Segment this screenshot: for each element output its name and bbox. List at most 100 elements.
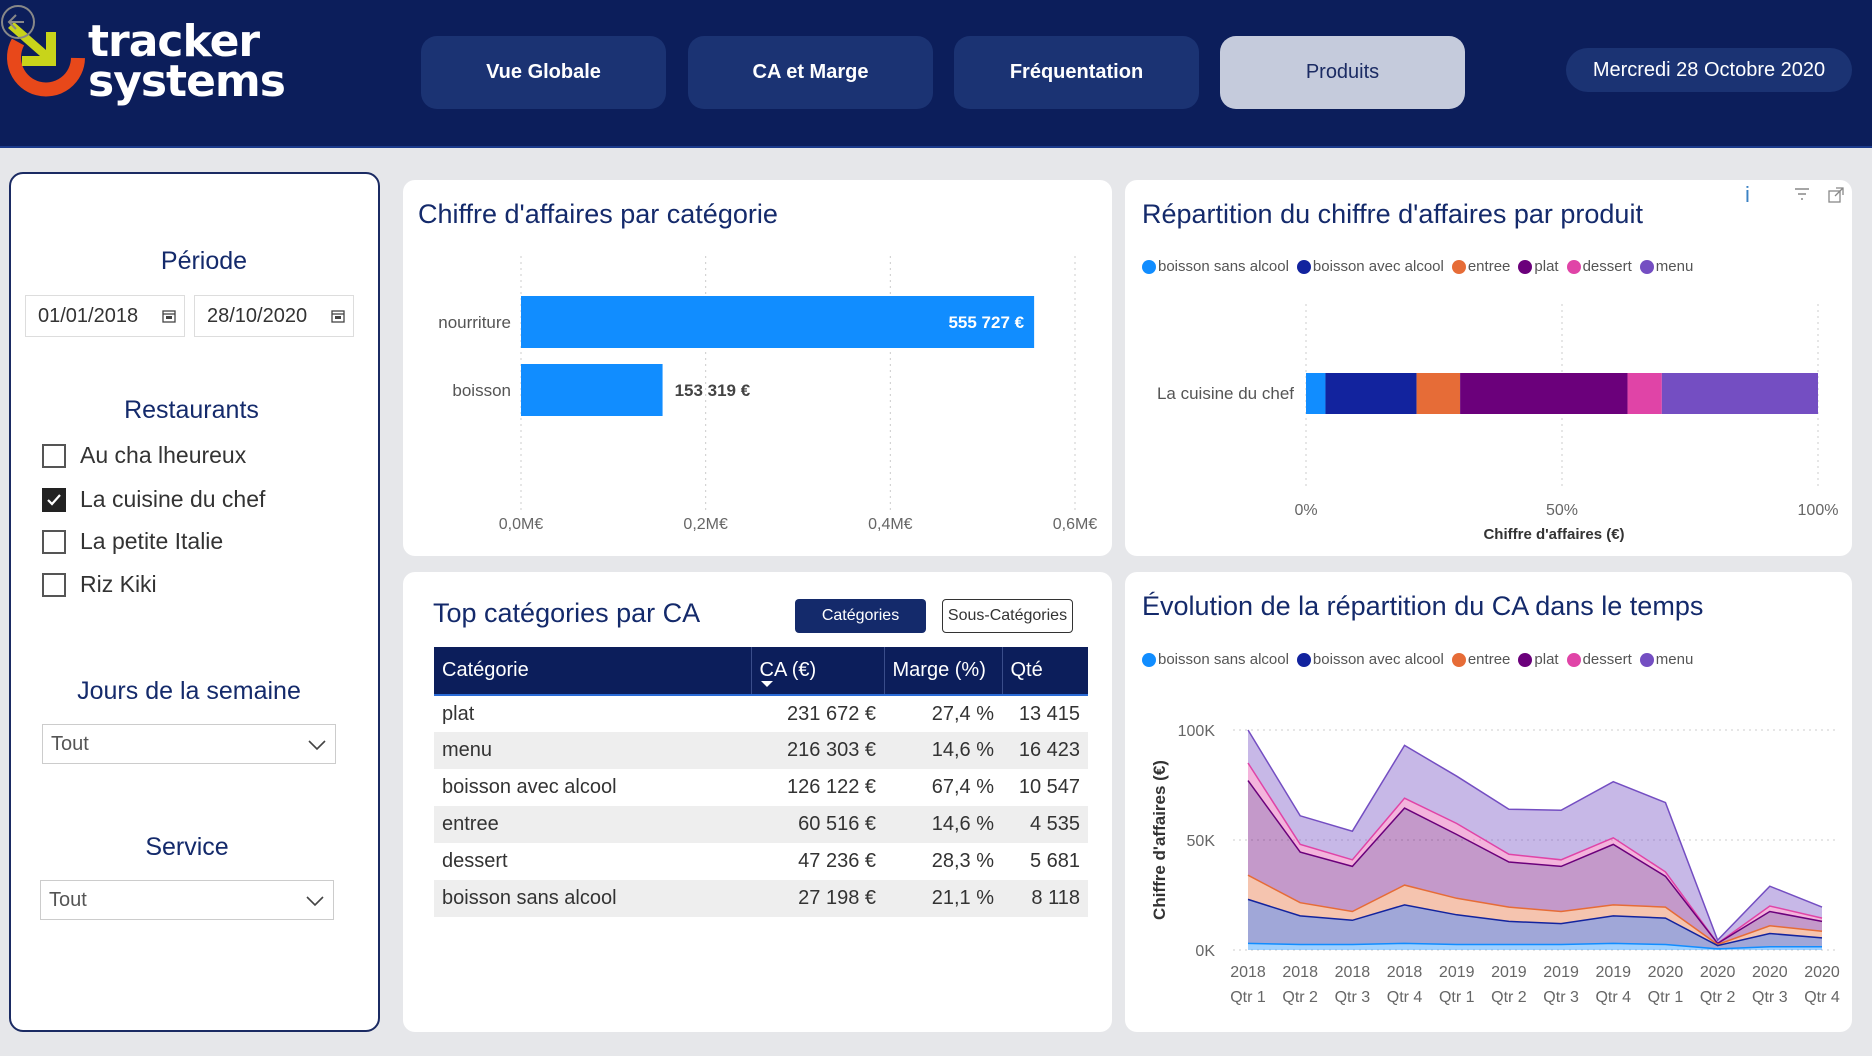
x-tick-year: 2018	[1387, 964, 1423, 981]
legend-dot	[1296, 259, 1311, 274]
cell-qte: 4 535	[1002, 806, 1088, 843]
info-icon[interactable]: i	[1745, 182, 1750, 207]
filter-icon[interactable]	[1793, 186, 1811, 202]
back-arrow-icon[interactable]	[0, 0, 40, 46]
cell-categorie: dessert	[442, 850, 508, 872]
x-tick-label: 100%	[1798, 502, 1839, 519]
legend-item-boisson-sans-alcool[interactable]: boisson sans alcool	[1142, 651, 1289, 668]
toggle-categories[interactable]: Catégories	[795, 599, 926, 633]
chevron-down-icon	[308, 740, 326, 751]
nav-vue-globale[interactable]: Vue Globale	[421, 36, 666, 109]
legend-dot	[1451, 259, 1466, 274]
cell-categorie: menu	[434, 732, 751, 769]
calendar-icon[interactable]	[331, 309, 345, 323]
checkbox[interactable]	[42, 529, 66, 554]
restaurant-option-riz-kiki[interactable]: Riz Kiki	[42, 571, 157, 598]
area-boisson-avec-alcool[interactable]	[1248, 899, 1822, 949]
restaurant-option-la-petite-italie[interactable]: La petite Italie	[42, 528, 223, 555]
focus-mode-icon[interactable]	[1827, 186, 1845, 204]
legend-item-boisson-sans-alcool[interactable]: boisson sans alcool	[1142, 258, 1289, 275]
col-header-categorie[interactable]: Catégorie	[434, 647, 751, 696]
area-plat[interactable]	[1248, 780, 1822, 945]
cell-ca: 47 236 €	[798, 850, 876, 872]
segment-menu[interactable]	[1661, 373, 1818, 414]
service-title: Service	[145, 833, 229, 861]
legend-dot	[1142, 259, 1156, 274]
area-entree[interactable]	[1248, 875, 1822, 946]
nav-ca-et-marge[interactable]: CA et Marge	[688, 36, 933, 109]
checkbox[interactable]	[42, 443, 66, 468]
sort-desc-icon[interactable]	[760, 680, 774, 688]
line-boisson-sans-alcool	[1247, 942, 1822, 950]
cell-categorie: boisson sans alcool	[434, 880, 751, 917]
col-header-marge[interactable]: Marge (%)	[883, 647, 1002, 696]
revenue-evolution-legend: boisson sans alcool boisson avec alcool en…	[1142, 651, 1701, 668]
cell-ca: 126 122 €	[787, 776, 876, 798]
checkbox[interactable]	[42, 572, 66, 597]
toggle-sous-categories[interactable]: Sous-Catégories	[942, 599, 1073, 633]
legend-item-entree[interactable]: entree	[1451, 651, 1510, 668]
legend-item-entree[interactable]: entree	[1451, 258, 1510, 275]
legend-label: boisson sans alcool	[1158, 258, 1289, 275]
restaurant-option-la-cuisine-du-chef[interactable]: La cuisine du chef	[42, 486, 265, 513]
date-to-input[interactable]: 28/10/2020	[194, 295, 354, 337]
legend-item-boisson-avec-alcool[interactable]: boisson avec alcool	[1296, 258, 1444, 275]
area-menu[interactable]	[1248, 730, 1822, 944]
table-row[interactable]: boisson avec alcool 126 122 € 67,4 % 10 547	[434, 769, 1088, 806]
cell-categorie: entree	[434, 806, 751, 843]
segment-boisson-avec-alcool[interactable]	[1325, 373, 1417, 414]
table-row[interactable]: entree 60 516 €14,6 % 4 535	[434, 806, 1088, 843]
segment-boisson-sans-alcool[interactable]	[1306, 373, 1326, 414]
cell-qte: 8 118	[1002, 880, 1088, 917]
table-row[interactable]: dessert 47 236 € 28,3 % 5 681	[434, 843, 1088, 880]
area-boisson-sans-alcool[interactable]	[1248, 943, 1822, 950]
days-title: Jours de la semaine	[77, 677, 301, 705]
nav-frequentation[interactable]: Fréquentation	[954, 36, 1199, 109]
logo-line-2: systems	[88, 56, 286, 107]
restaurant-option-au-cha-lheureux[interactable]: Au cha lheureux	[42, 442, 246, 469]
segment-entree[interactable]	[1416, 373, 1461, 414]
logo-line-1: tracker	[88, 16, 260, 67]
legend-dot	[1639, 259, 1654, 274]
area-dessert[interactable]	[1248, 763, 1822, 944]
segment-dessert[interactable]	[1627, 373, 1662, 414]
legend-item-menu[interactable]: menu	[1639, 258, 1693, 275]
legend-item-boisson-avec-alcool[interactable]: boisson avec alcool	[1296, 651, 1444, 668]
date-from-input[interactable]: 01/01/2018	[25, 295, 185, 337]
current-date: Mercredi 28 Octobre 2020	[1566, 48, 1852, 92]
checkbox[interactable]	[42, 487, 66, 512]
table-row[interactable]: plat 231 672 € 27,4 % 13 415	[434, 695, 1088, 732]
legend-item-plat[interactable]: plat	[1518, 258, 1559, 275]
table-header-row: Catégorie CA (€) Marge (%) Qté	[434, 647, 1088, 696]
col-header-qte[interactable]: Qté	[1001, 647, 1088, 696]
legend-dot	[1451, 652, 1466, 667]
x-tick-quarter: Qtr 2	[1282, 989, 1318, 1006]
x-tick-quarter: Qtr 4	[1387, 989, 1423, 1006]
category-label: nourriture	[438, 313, 511, 332]
segment-plat[interactable]	[1460, 373, 1628, 414]
service-dropdown[interactable]: Tout	[40, 880, 334, 920]
cell-marge: 14,6 %	[884, 732, 1002, 769]
days-dropdown[interactable]: Tout	[42, 724, 336, 764]
calendar-icon[interactable]	[162, 309, 176, 323]
col-header-ca[interactable]: CA (€)	[750, 647, 884, 696]
bar-nourriture[interactable]	[521, 296, 1035, 348]
bar-boisson[interactable]	[521, 364, 663, 416]
table-row[interactable]: menu 216 303 €14,6 % 16 423	[434, 732, 1088, 769]
cell-marge: 28,3 %	[931, 850, 994, 872]
legend-item-dessert[interactable]: dessert	[1566, 651, 1632, 668]
table-row[interactable]: boisson sans alcool 27 198 €21,1 % 8 118	[434, 880, 1088, 917]
x-tick-quarter: Qtr 3	[1543, 989, 1579, 1006]
legend-item-dessert[interactable]: dessert	[1566, 258, 1632, 275]
restaurant-label: Riz Kiki	[80, 571, 157, 597]
x-tick-quarter: Qtr 3	[1335, 989, 1371, 1006]
legend-label: boisson sans alcool	[1158, 651, 1289, 668]
legend-item-plat[interactable]: plat	[1518, 651, 1559, 668]
cell-qte: 10 547	[1018, 776, 1080, 798]
legend-item-menu[interactable]: menu	[1639, 651, 1693, 668]
legend-dot	[1142, 652, 1156, 667]
x-tick-year: 2018	[1230, 964, 1266, 981]
revenue-evolution-card	[1125, 572, 1852, 1032]
nav-produits[interactable]: Produits	[1220, 36, 1465, 109]
y-tick-label: 0K	[1195, 943, 1215, 960]
